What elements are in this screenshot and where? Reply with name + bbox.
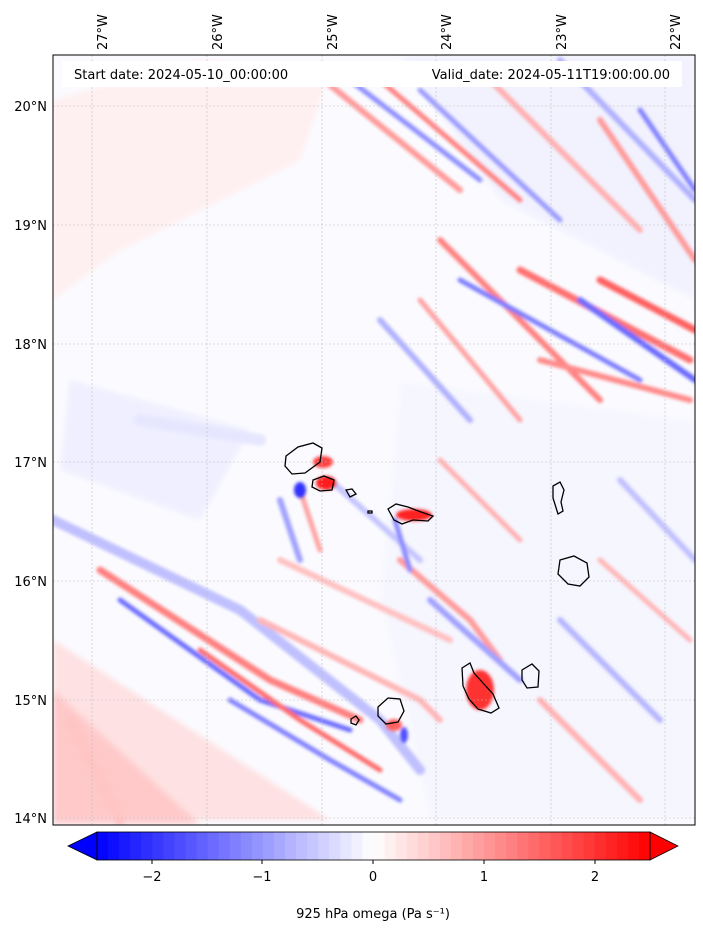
colorbar: −2 −1 0 1 2 925 hPa omega (Pa s⁻¹): [67, 831, 679, 922]
island-sao-vicente: [311, 475, 335, 492]
colorbar-step: [517, 832, 529, 860]
lat-label: 15°N: [14, 694, 47, 709]
colorbar-step: [484, 832, 496, 860]
colorbar-step: [373, 832, 386, 860]
colorbar-step: [307, 832, 319, 860]
colorbar-step: [450, 832, 463, 860]
colorbar-step: [141, 832, 153, 860]
colorbar-tick-label: −2: [142, 870, 161, 885]
colorbar-step: [439, 832, 452, 860]
colorbar-label: 925 hPa omega (Pa s⁻¹): [296, 907, 450, 922]
colorbar-step: [605, 832, 618, 860]
colorbar-step: [318, 832, 330, 860]
lat-label: 19°N: [14, 219, 47, 234]
lon-label: 26°W: [211, 14, 226, 50]
colorbar-extend-low: [67, 831, 98, 861]
colorbar-step: [572, 832, 585, 860]
lat-labels: 20°N 19°N 18°N 17°N 16°N 15°N 14°N: [14, 100, 47, 827]
colorbar-step: [473, 832, 485, 860]
colorbar-steps: [97, 832, 651, 860]
colorbar-step: [296, 832, 308, 860]
colorbar-ticks: [151, 860, 596, 864]
lon-label: 23°W: [555, 14, 570, 50]
colorbar-step: [428, 832, 441, 860]
lon-label: 24°W: [440, 14, 455, 50]
colorbar-tick-label: −1: [252, 870, 271, 885]
colorbar-step: [97, 832, 109, 860]
map-frame: [52, 54, 696, 826]
lon-label: 25°W: [326, 14, 341, 50]
gridlines: [53, 55, 695, 825]
colorbar-step: [163, 832, 175, 860]
map-panel: Start date: 2024-05-10_00:00:00 Valid_da…: [52, 54, 696, 826]
lat-label: 18°N: [14, 338, 47, 353]
colorbar-step: [528, 832, 540, 860]
colorbar-step: [616, 832, 629, 860]
start-date: Start date: 2024-05-10_00:00:00: [74, 68, 288, 83]
lat-label: 20°N: [14, 100, 47, 115]
colorbar-step: [130, 832, 142, 860]
colorbar-step: [229, 832, 242, 860]
colorbar-step: [174, 832, 186, 860]
colorbar-step: [583, 832, 596, 860]
colorbar-step: [550, 832, 563, 860]
colorbar-step: [406, 832, 419, 860]
colorbar-step: [108, 832, 120, 860]
colorbar-tick-label: 2: [591, 870, 599, 885]
colorbar-step: [561, 832, 574, 860]
colorbar-step: [240, 832, 253, 860]
island-santo-antao: [284, 442, 323, 475]
island-santiago: [461, 662, 500, 714]
valid-date: Valid_date: 2024-05-11T19:00:00.00: [432, 68, 670, 83]
colorbar-step: [185, 832, 198, 860]
colorbar-step: [417, 832, 430, 860]
colorbar-step: [539, 832, 551, 860]
colorbar-step: [506, 832, 518, 860]
island-santa-luzia: [344, 488, 358, 498]
lon-label: 22°W: [669, 14, 684, 50]
colorbar-step: [495, 832, 507, 860]
colorbar-step: [384, 832, 397, 860]
island-coastlines: [284, 442, 590, 726]
island-sao-nicolau: [387, 503, 435, 525]
colorbar-step: [351, 832, 363, 860]
island-boa-vista: [557, 555, 590, 587]
colorbar-step: [638, 832, 651, 860]
colorbar-tick-label: 0: [369, 870, 377, 885]
island-maio: [521, 663, 540, 689]
colorbar-step: [285, 832, 297, 860]
colorbar-tick-label: 1: [480, 870, 488, 885]
omega-field: [53, 55, 695, 825]
colorbar-step: [251, 832, 264, 860]
island-brava: [350, 715, 360, 726]
island-fogo: [377, 697, 405, 725]
lon-labels: 27°W 26°W 25°W 24°W 23°W 22°W: [96, 14, 684, 50]
colorbar-step: [207, 832, 220, 860]
colorbar-step: [218, 832, 231, 860]
colorbar-step: [461, 832, 474, 860]
colorbar-step: [329, 832, 341, 860]
lat-label: 16°N: [14, 575, 47, 590]
lat-label: 17°N: [14, 456, 47, 471]
header-box: [62, 61, 682, 87]
island-branco: [367, 510, 373, 514]
colorbar-step: [627, 832, 640, 860]
colorbar-step: [196, 832, 209, 860]
colorbar-step: [262, 832, 275, 860]
island-sal: [552, 481, 565, 515]
colorbar-step: [119, 832, 131, 860]
lon-label: 27°W: [96, 14, 111, 50]
colorbar-step: [340, 832, 352, 860]
colorbar-step: [273, 832, 286, 860]
colorbar-step: [362, 832, 374, 860]
colorbar-step: [594, 832, 607, 860]
colorbar-step: [152, 832, 164, 860]
colorbar-step: [395, 832, 408, 860]
lat-label: 14°N: [14, 812, 47, 827]
colorbar-extend-high: [649, 831, 679, 861]
